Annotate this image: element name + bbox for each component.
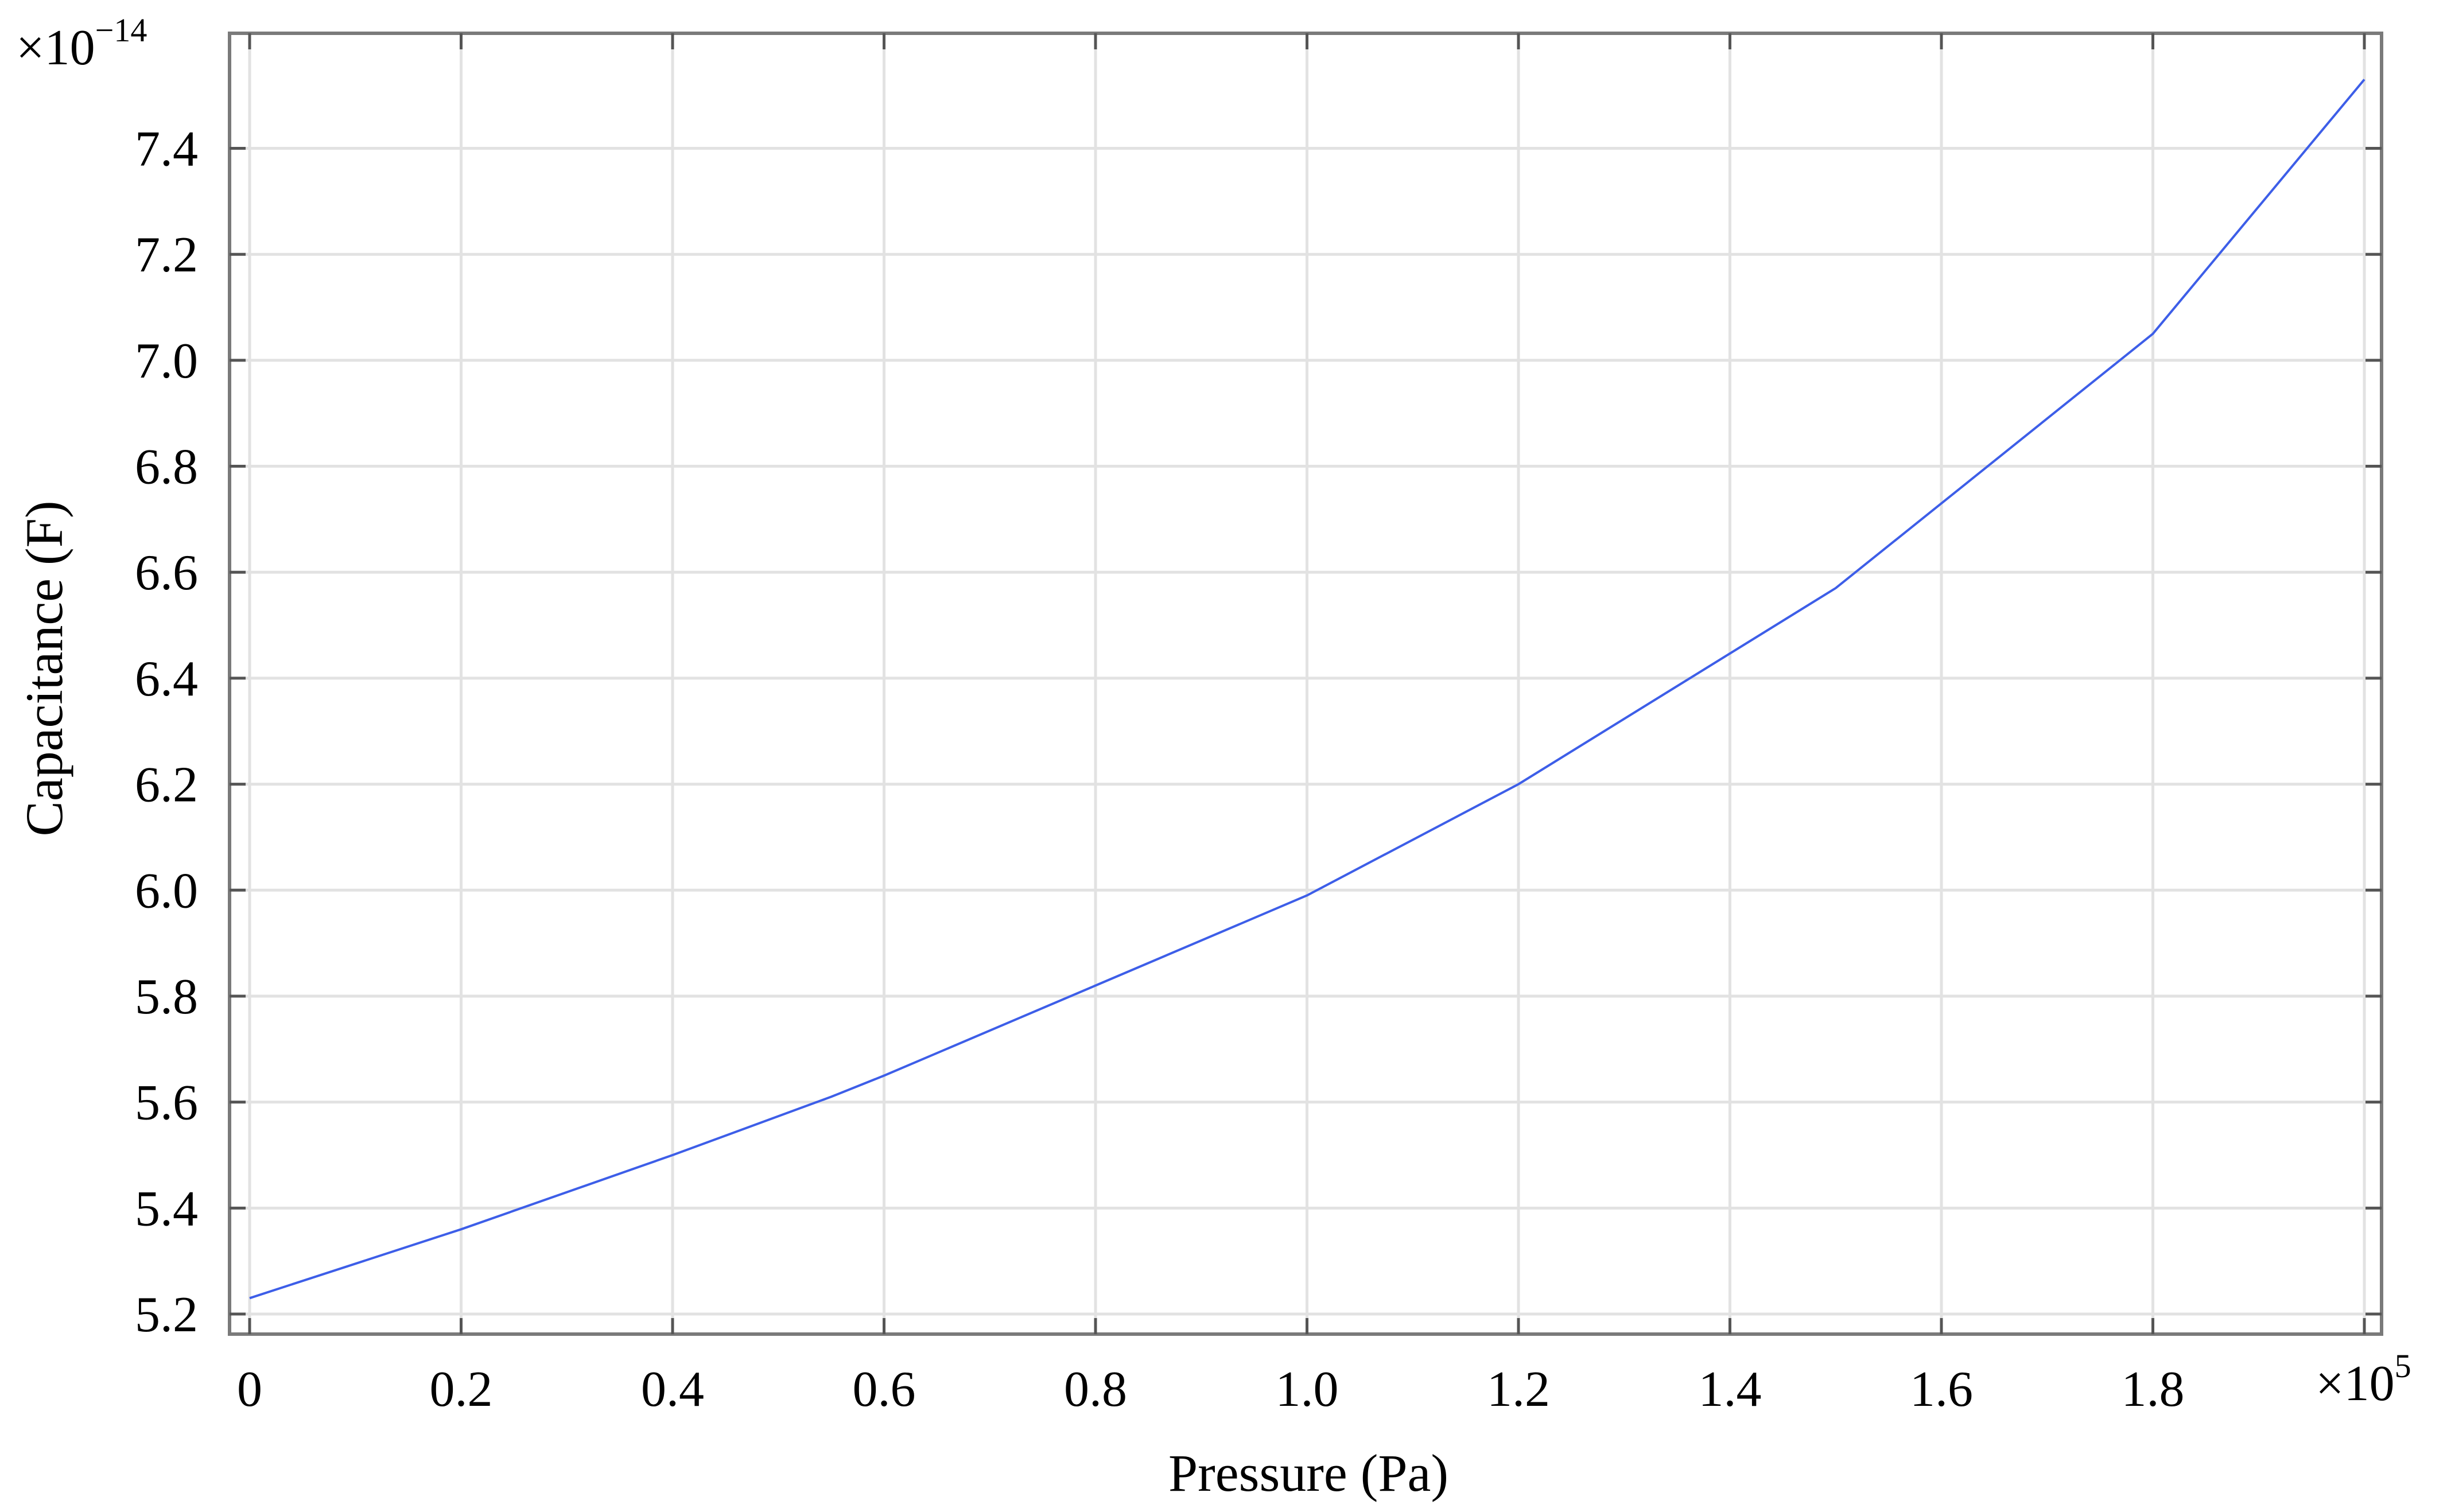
x-multiplier: ×105 xyxy=(2316,1347,2411,1412)
series-line xyxy=(249,79,2365,1300)
y-tick-label: 6.6 xyxy=(135,545,198,601)
y-tick-label: 7.4 xyxy=(135,122,198,177)
x-tick-label: 0.6 xyxy=(853,1362,916,1417)
grid xyxy=(230,33,2382,1334)
y-tick-label: 6.4 xyxy=(135,651,198,707)
x-tick-label: 1.6 xyxy=(1910,1362,1973,1417)
y-tick-label: 5.6 xyxy=(135,1075,198,1131)
axis-ticks xyxy=(230,33,2382,1334)
y-multiplier-exponent: −14 xyxy=(95,11,147,49)
x-multiplier-exponent: 5 xyxy=(2395,1347,2411,1385)
x-tick-labels: 0 0.2 0.4 0.6 0.8 1.0 1.2 1.4 1.6 1.8 xyxy=(237,1362,2185,1417)
x-tick-label: 0.4 xyxy=(641,1362,704,1417)
x-tick-label: 0 xyxy=(237,1362,262,1417)
y-tick-labels: 5.2 5.4 5.6 5.8 6.0 6.2 6.4 6.6 6.8 7.0 7.2 7.4 xyxy=(135,122,198,1343)
y-tick-label: 6.2 xyxy=(135,757,198,813)
y-multiplier: ×10−14 xyxy=(16,11,147,76)
x-tick-label: 1.8 xyxy=(2122,1362,2185,1417)
y-tick-label: 5.8 xyxy=(135,969,198,1025)
x-tick-label: 0.2 xyxy=(430,1362,493,1417)
x-tick-label: 1.2 xyxy=(1487,1362,1550,1417)
x-tick-label: 1.0 xyxy=(1276,1362,1339,1417)
y-tick-label: 6.8 xyxy=(135,440,198,495)
y-multiplier-base: ×10 xyxy=(16,20,95,76)
y-tick-label: 7.0 xyxy=(135,333,198,389)
x-tick-label: 0.8 xyxy=(1064,1362,1127,1417)
y-tick-label: 5.2 xyxy=(135,1287,198,1343)
y-tick-label: 5.4 xyxy=(135,1181,198,1237)
y-tick-label: 6.0 xyxy=(135,863,198,919)
y-axis-label: Capacitance (F) xyxy=(15,501,73,837)
x-tick-label: 1.4 xyxy=(1699,1362,1762,1417)
x-multiplier-base: ×10 xyxy=(2316,1356,2395,1412)
y-tick-label: 7.2 xyxy=(135,227,198,283)
x-axis-label: Pressure (Pa) xyxy=(1168,1444,1448,1502)
